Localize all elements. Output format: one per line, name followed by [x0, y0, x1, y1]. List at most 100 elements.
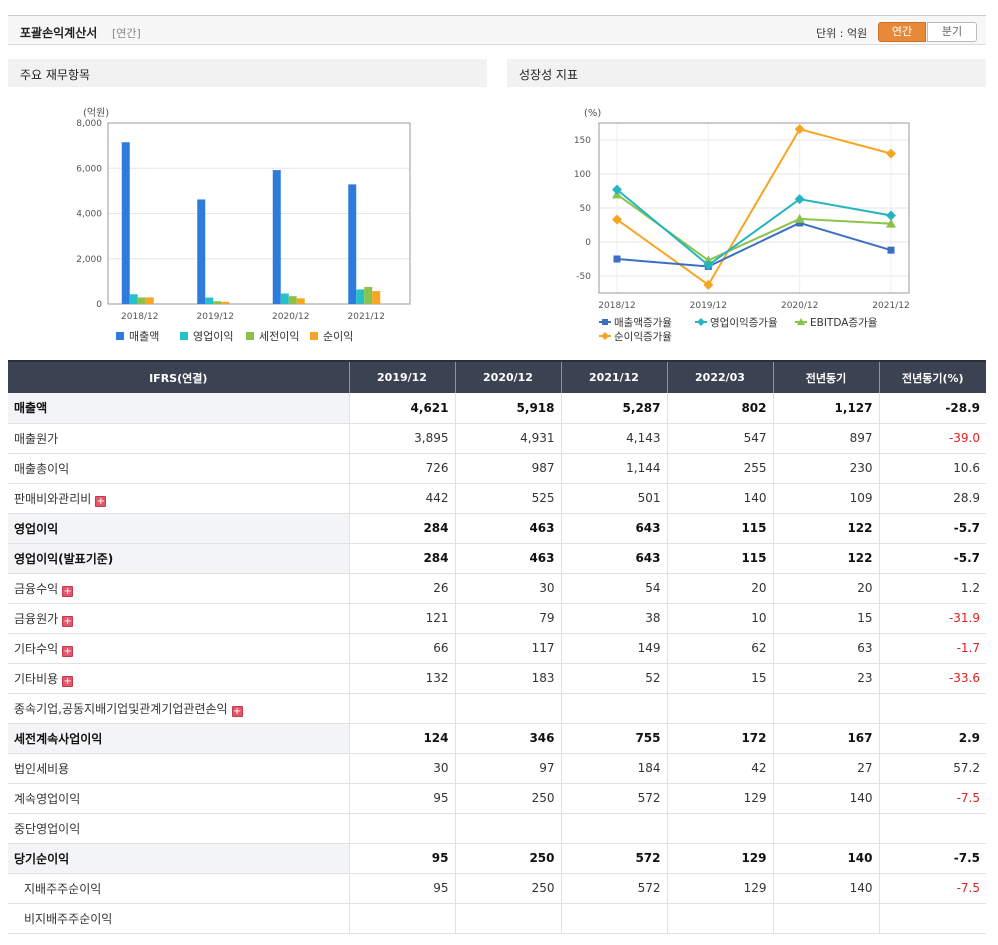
value-cell: 284 [349, 543, 456, 574]
row-label-cell: 매출원가 [8, 423, 350, 454]
value-cell [349, 813, 456, 844]
table-row: 중단영업이익 [8, 813, 986, 844]
value-cell: 140 [667, 483, 774, 514]
expand-plus-icon[interactable]: + [231, 705, 243, 717]
value-cell: 66 [349, 632, 456, 664]
value-cell: 149 [561, 632, 668, 664]
row-label-cell: 매출총이익 [8, 453, 350, 484]
value-cell: -28.9 [879, 393, 986, 424]
bar-1 [348, 184, 357, 304]
expand-plus-icon[interactable]: + [62, 675, 74, 687]
value-cell: 183 [455, 662, 562, 694]
x-tick-label: 2019/12 [197, 312, 234, 322]
y-tick-label: 4,000 [76, 210, 102, 220]
value-cell: 38 [561, 603, 668, 634]
point-marker [612, 184, 622, 195]
row-label: 매출총이익 [14, 461, 70, 476]
y-tick-label: 100 [574, 170, 591, 180]
value-cell: -39.0 [879, 423, 986, 454]
bar-4 [296, 298, 305, 304]
quarterly-tab-button[interactable]: 분기 [927, 22, 977, 42]
table-row: 계속영업이익 95 250 572 129 140 -7.5 [8, 783, 986, 814]
value-cell: 30 [455, 572, 562, 604]
value-cell: 501 [561, 483, 668, 514]
point-marker [794, 213, 805, 223]
point-marker [703, 279, 714, 290]
point-marker [703, 260, 714, 271]
row-label: 종속기업,공동지배기업및관계기업관련손익 [14, 701, 228, 716]
row-label-cell: 금융수익 + [8, 572, 350, 604]
value-cell: 42 [667, 753, 774, 784]
expand-plus-icon[interactable]: + [62, 585, 74, 597]
value-cell: 54 [561, 572, 668, 604]
col-header-yoy[interactable]: 전년동기 [773, 360, 880, 393]
value-cell: -33.6 [879, 662, 986, 694]
table-row: 매출원가 3,895 4,931 4,143 547 897 -39.0 [8, 423, 986, 454]
value-cell: 109 [773, 483, 880, 514]
row-label: 기타비용 [14, 671, 59, 686]
bar-2 [129, 294, 138, 304]
growth-panel-title: 성장성 지표 [507, 59, 986, 87]
value-cell: 5,918 [455, 393, 562, 424]
table-row: 당기순이익 95 250 572 129 140 -7.5 [8, 843, 986, 874]
value-cell: 26 [349, 572, 456, 604]
x-tick-label: 2018/12 [121, 312, 158, 322]
point-marker [886, 210, 896, 221]
value-cell: -31.9 [879, 603, 986, 634]
table-row: 법인세비용 30 97 184 42 27 57.2 [8, 753, 986, 784]
value-cell: 442 [349, 483, 456, 514]
value-cell: 129 [667, 843, 774, 874]
col-header-yoy-pct[interactable]: 전년동기(%) [879, 360, 986, 393]
statement-title: 포괄손익계산서 [20, 26, 98, 40]
value-cell: -1.7 [879, 632, 986, 664]
table-row: 세전계속사업이익 124 346 755 172 167 2.9 [8, 722, 986, 754]
col-header-2022-03[interactable]: 2022/03 [667, 360, 774, 393]
point-marker [886, 148, 896, 159]
value-cell: 525 [455, 483, 562, 514]
statement-period-label: [연간] [112, 27, 141, 40]
plot-frame [598, 122, 910, 294]
value-cell: 255 [667, 453, 774, 484]
value-cell: 802 [667, 393, 774, 424]
table-row: 지배주주순이익 95 250 572 129 140 -7.5 [8, 873, 986, 904]
series-line-4 [616, 127, 892, 287]
value-cell: 140 [773, 843, 880, 874]
col-header-2020[interactable]: 2020/12 [455, 360, 562, 393]
row-label-cell: 중단영업이익 [8, 813, 350, 844]
annual-tab-button[interactable]: 연간 [878, 22, 926, 42]
row-label-cell: 기타비용 + [8, 662, 350, 694]
row-label-cell: 법인세비용 [8, 753, 350, 784]
bar-2 [356, 289, 365, 304]
x-tick-label: 2020/12 [781, 301, 818, 311]
value-cell: 129 [667, 873, 774, 904]
row-label: 금융수익 [14, 581, 59, 596]
value-cell [561, 813, 668, 844]
col-header-2021[interactable]: 2021/12 [561, 360, 668, 393]
legend-marker [697, 318, 705, 326]
value-cell: -5.7 [879, 512, 986, 544]
bar-4 [221, 301, 230, 304]
y-tick-label: 2,000 [76, 255, 102, 265]
expand-plus-icon[interactable]: + [95, 495, 107, 507]
value-cell [879, 813, 986, 844]
bar-4 [372, 291, 381, 304]
bar-3 [288, 296, 297, 304]
series-line-3 [616, 193, 892, 262]
col-header-2019[interactable]: 2019/12 [349, 360, 456, 393]
expand-plus-icon[interactable]: + [62, 645, 74, 657]
growth-line-chart: (%) -50 0 50 100 150 2018/12 2019/12 2020/12 2021… [574, 108, 910, 343]
row-label-cell: 세전계속사업이익 [8, 722, 350, 754]
value-cell: 987 [455, 453, 562, 484]
row-label: 비지배주주순이익 [24, 911, 113, 926]
expand-plus-icon[interactable]: + [62, 615, 74, 627]
row-label: 매출원가 [14, 431, 59, 446]
value-cell: -5.7 [879, 543, 986, 574]
row-label-cell: 지배주주순이익 [8, 873, 350, 904]
legend-label: 매출액 [129, 330, 159, 343]
value-cell: 2.9 [879, 722, 986, 754]
row-label-cell: 영업이익 [8, 512, 350, 544]
row-label-cell: 당기순이익 [8, 843, 350, 874]
legend-label: 순이익 [323, 330, 353, 343]
row-label-cell: 영업이익(발표기준) [8, 543, 350, 574]
value-cell [349, 692, 456, 724]
